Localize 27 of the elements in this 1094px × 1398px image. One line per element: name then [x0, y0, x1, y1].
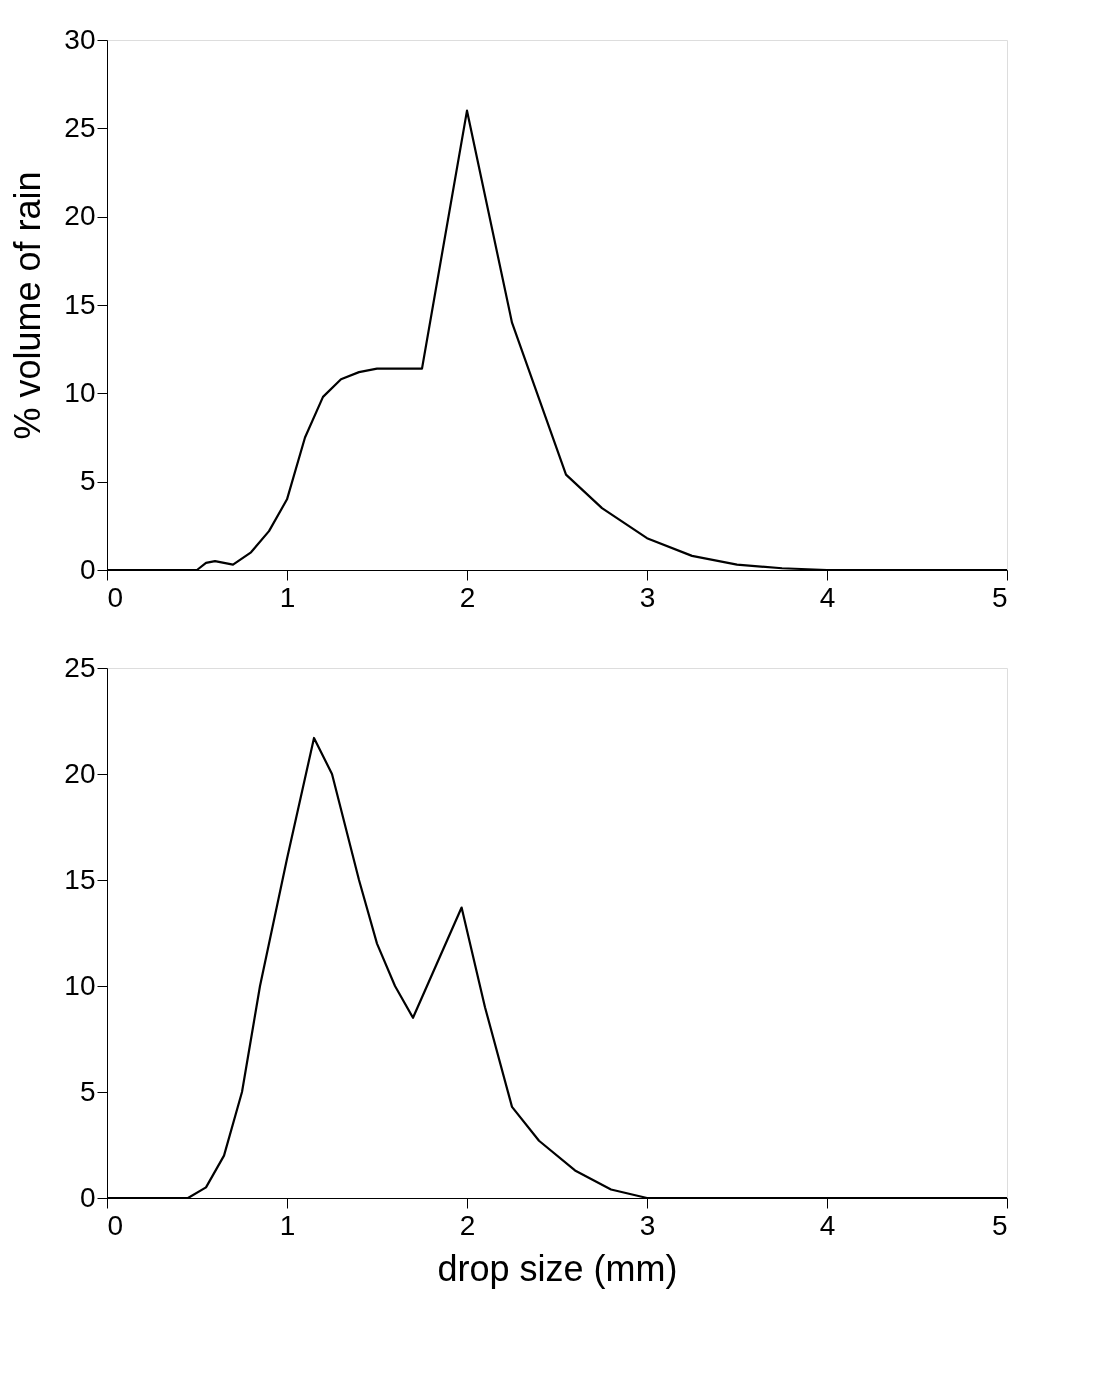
y-tick-label: 10 — [64, 376, 96, 408]
y-tick-label: 0 — [79, 553, 96, 585]
x-tick-label: 1 — [279, 1209, 296, 1241]
x-tick-label: 0 — [107, 581, 124, 613]
x-tick-label: 3 — [639, 1209, 656, 1241]
y-axis-title: % volume of rain — [7, 171, 49, 440]
x-tick-label: 4 — [819, 581, 836, 613]
y-tick-label: 5 — [79, 465, 96, 497]
x-axis-title: drop size (mm) — [437, 1247, 678, 1289]
x-tick-label: 5 — [991, 581, 1008, 613]
x-tick-label: 2 — [459, 1209, 476, 1241]
y-tick-label: 20 — [64, 757, 96, 789]
y-tick-label: 0 — [79, 1181, 96, 1213]
y-tick-label: 5 — [79, 1075, 96, 1107]
y-tick-label: 15 — [64, 863, 96, 895]
y-tick-label: 25 — [64, 651, 96, 683]
y-tick-label: 10 — [64, 969, 96, 1001]
x-tick-label: 4 — [819, 1209, 836, 1241]
y-tick-label: 15 — [64, 288, 96, 320]
x-tick-label: 0 — [107, 1209, 124, 1241]
x-tick-label: 5 — [991, 1209, 1008, 1241]
y-tick-label: 30 — [64, 23, 96, 55]
x-tick-label: 1 — [279, 581, 296, 613]
x-tick-label: 3 — [639, 581, 656, 613]
y-tick-label: 25 — [64, 111, 96, 143]
y-tick-label: 20 — [64, 200, 96, 232]
x-tick-label: 2 — [459, 581, 476, 613]
